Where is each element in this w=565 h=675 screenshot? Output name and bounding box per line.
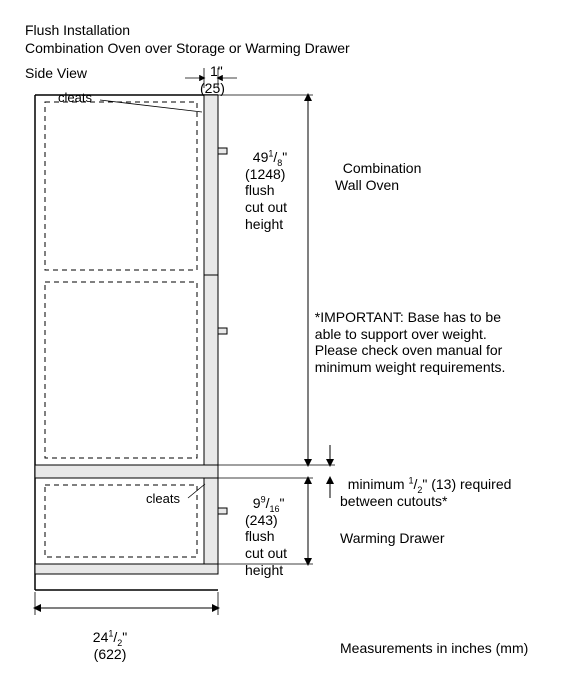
drawer-height-dim: 99/16"(243)flushcut outheight	[245, 478, 287, 579]
oven-height-dim: 491/8"(1248)flushcut outheight	[245, 132, 287, 233]
cleats-label-top: cleats	[58, 90, 92, 106]
important-note: *IMPORTANT: Base has to be able to suppo…	[307, 292, 505, 376]
cleats-label-bottom: cleats	[146, 491, 180, 507]
drawer-label: Warming Drawer	[340, 530, 445, 547]
width-dim: 241/2" (622)	[85, 612, 127, 662]
min-gap-label: minimum 1/2" (13) requiredbetween cutout…	[340, 459, 511, 509]
footer-note: Measurements in inches (mm)	[340, 640, 528, 657]
depth-dim: 1"(25)	[200, 46, 225, 96]
oven-label: CombinationWall Oven	[335, 143, 421, 193]
